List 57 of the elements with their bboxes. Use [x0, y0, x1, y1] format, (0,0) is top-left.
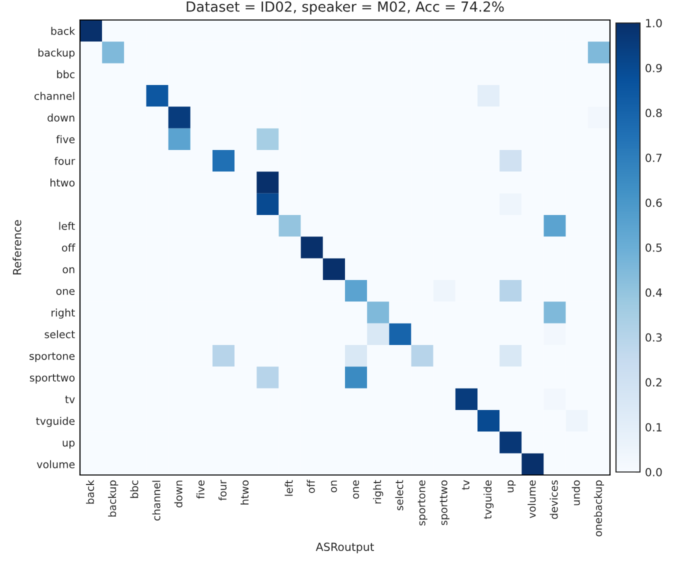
y-tick-label: channel	[34, 92, 74, 100]
x-tick-label: channel	[152, 480, 160, 521]
y-tick-label: left	[59, 222, 75, 230]
x-tick-label: bbc	[130, 480, 138, 498]
color-bar-label: 0.6	[646, 198, 662, 207]
color-bar-label: 0.5	[646, 243, 662, 252]
x-tick-label: sportone	[418, 480, 428, 526]
color-bar-label: 0.7	[646, 154, 662, 162]
color-bar-label: 0.1	[646, 423, 662, 432]
y-tick-label: volume	[36, 460, 75, 468]
x-tick-label: select	[395, 480, 404, 510]
x-axis-title: ASRoutput	[316, 542, 374, 554]
y-tick-label: down	[48, 114, 74, 122]
x-tick-label: left	[284, 480, 293, 496]
y-tick-label: off	[62, 244, 76, 252]
x-tick-label: one	[353, 480, 360, 499]
x-tick-label: onebackup	[594, 480, 604, 536]
y-tick-label: tvguide	[36, 416, 75, 427]
x-tick-label: right	[373, 480, 384, 504]
y-tick-label: htwo	[50, 178, 75, 187]
x-tick-label: devices	[550, 480, 558, 519]
color-bar-label: 0.2	[646, 378, 662, 387]
color-bar-label: 0.4	[646, 288, 662, 297]
y-tick-label: one	[56, 288, 75, 295]
x-tick-label: htwo	[240, 480, 249, 504]
chart-title: Dataset = ID02, speaker = M02, Acc = 74.2%	[186, 1, 504, 15]
x-tick-label: off	[306, 480, 315, 493]
y-tick-label: right	[52, 308, 75, 319]
x-tick-label: up	[508, 480, 516, 492]
y-tick-label: up	[62, 440, 75, 449]
y-tick-label: tv	[65, 396, 75, 404]
x-tick-label: on	[331, 480, 337, 492]
y-tick-label: select	[44, 330, 75, 338]
x-tick-label: down	[174, 480, 182, 508]
y-tick-label: sportone	[30, 352, 75, 362]
x-tick-label: volume	[528, 480, 536, 518]
y-tick-label: bbc	[57, 70, 74, 78]
x-tick-label: tvguide	[484, 480, 494, 519]
color-bar-label: 0.3	[646, 333, 662, 342]
y-tick-label: on	[62, 267, 74, 274]
color-bar-label: 0.9	[646, 64, 662, 72]
y-tick-label: four	[54, 156, 76, 165]
x-tick-label: undo	[572, 480, 580, 506]
y-tick-label: back	[51, 26, 76, 35]
y-axis-title: Reference	[12, 220, 22, 274]
color-bar-label: 1.0	[646, 18, 662, 28]
y-tick-label: sporttwo	[30, 374, 75, 384]
x-tick-label: four	[218, 480, 227, 501]
y-tick-label: backup	[38, 48, 75, 59]
x-tick-label: sporttwo	[440, 480, 450, 526]
x-tick-label: five	[196, 480, 204, 499]
y-tick-label: five	[56, 135, 75, 144]
x-tick-label: back	[86, 480, 94, 504]
x-tick-label: backup	[108, 480, 118, 517]
color-bar-label: 0.0	[646, 468, 662, 476]
x-tick-label: tv	[462, 480, 470, 490]
color-bar-label: 0.8	[646, 108, 662, 118]
